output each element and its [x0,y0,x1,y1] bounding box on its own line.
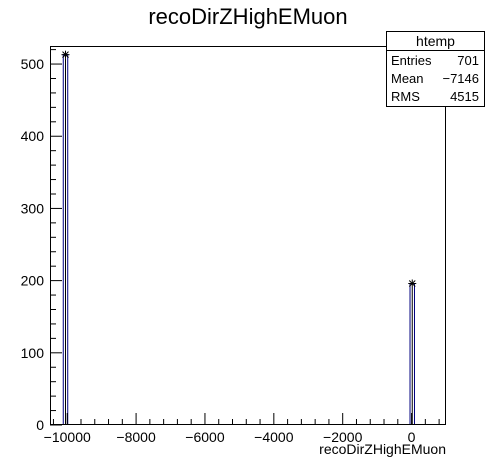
x-tick-label: −10000 [44,429,91,445]
x-tick-label: −6000 [185,429,225,445]
stats-row-entries: Entries 701 [387,51,484,69]
stats-value: 701 [457,53,479,68]
data-marker [61,50,70,59]
x-tick-label: −2000 [323,429,363,445]
stats-row-rms: RMS 4515 [387,87,484,105]
plot-frame [50,46,446,425]
x-tick-label: −8000 [116,429,156,445]
stats-value: 4515 [450,89,479,104]
x-tick-label: 0 [408,429,416,445]
y-tick-label: 500 [21,56,45,72]
y-tick-label: 400 [21,128,45,144]
y-tick-label: 300 [21,200,45,216]
x-axis-label: recoDirZHighEMuon [319,441,446,457]
stats-value: −7146 [442,71,479,86]
y-tick-label: 0 [36,417,44,433]
stats-label: RMS [391,89,420,104]
y-tick-label: 100 [21,345,45,361]
stats-box-title: htemp [387,32,484,51]
stats-label: Entries [391,53,432,68]
stats-row-mean: Mean −7146 [387,69,484,87]
y-tick-label: 200 [21,273,45,289]
x-tick-label: −4000 [254,429,294,445]
data-marker [408,279,417,288]
chart-title: recoDirZHighEMuon [148,4,348,29]
stats-box: htemp Entries 701 Mean −7146 RMS 4515 [386,31,485,107]
stats-label: Mean [391,71,424,86]
